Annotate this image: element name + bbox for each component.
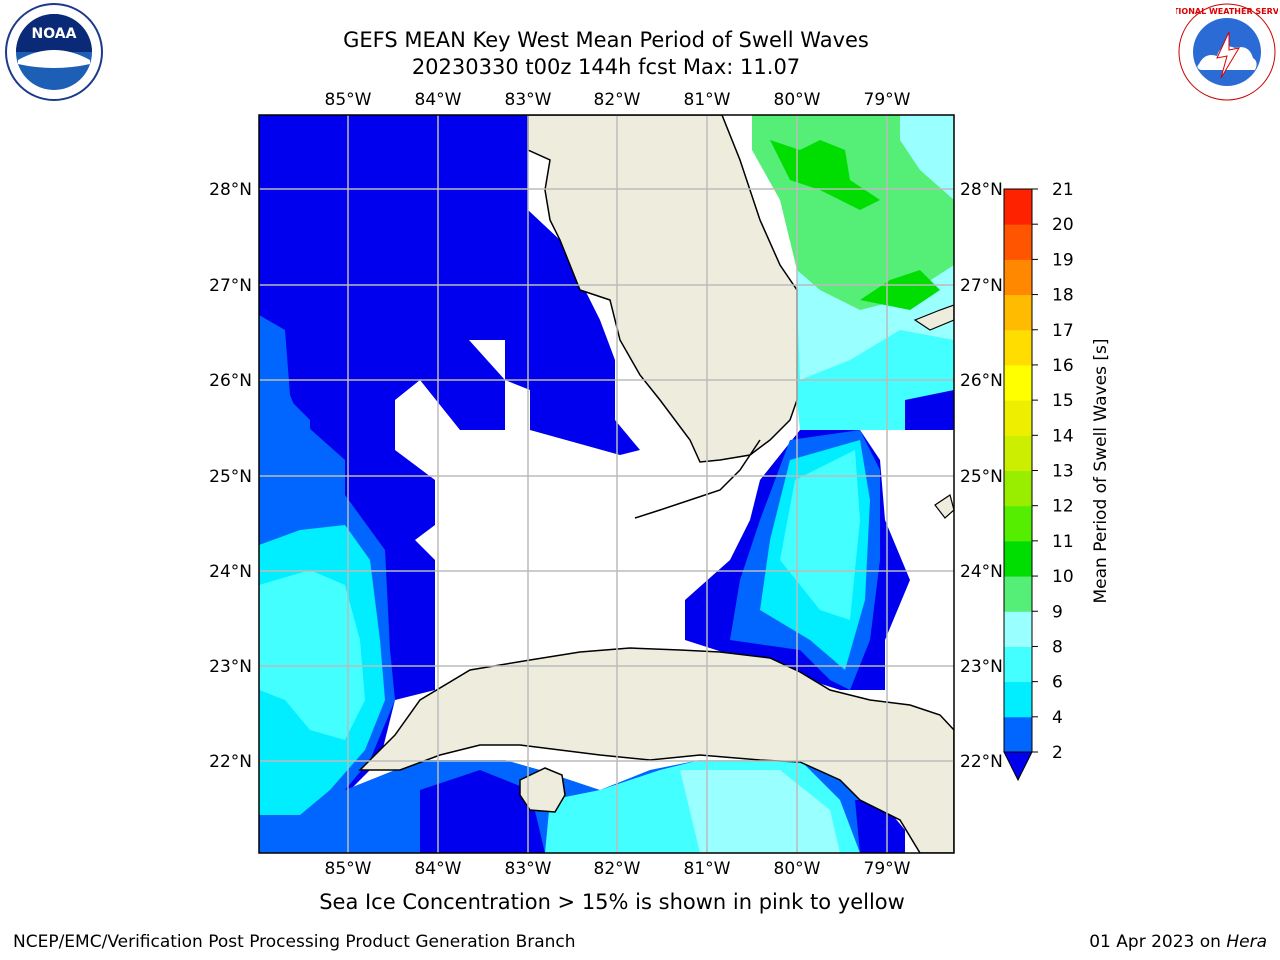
lat-label-left: 27°N (209, 276, 252, 296)
period-6-8-region-west (259, 570, 365, 740)
colorbar-segment (1004, 189, 1032, 225)
period-under-2-region-southeast (855, 800, 905, 853)
map-frame (258, 114, 955, 854)
lon-label-top: 83°W (505, 90, 552, 110)
lat-label-left: 23°N (209, 657, 252, 677)
bahamas-land (913, 304, 954, 331)
colorbar-tick-label: 10 (1052, 567, 1074, 587)
caption: Sea Ice Concentration > 15% is shown in … (319, 890, 905, 914)
nws-logo: NATIONAL WEATHER SERVICE (1176, 3, 1278, 101)
lat-label-left: 25°N (209, 467, 252, 487)
colorbar-segment (1004, 540, 1032, 577)
colorbar-segment (1004, 716, 1032, 753)
chart-subtitle: 20230330 t00z 144h fcst Max: 11.07 (411, 55, 801, 79)
bahamas-land-south (934, 494, 954, 519)
colorbar-tick-label: 11 (1052, 532, 1074, 552)
colorbar-segment (1004, 470, 1032, 507)
colorbar-segment (1004, 435, 1032, 471)
colorbar-tick-label: 8 (1052, 637, 1063, 657)
colorbar-tick-label: 15 (1052, 391, 1074, 411)
map-fields (259, 115, 954, 853)
colorbar: 2 4 6 8 9 10 11 12 13 14 15 16 17 18 19 20 21 (1003, 180, 1074, 782)
colorbar-tick-label: 17 (1052, 321, 1074, 341)
lon-label-bottom: 81°W (684, 859, 731, 879)
lat-label-right: 27°N (960, 276, 1003, 296)
florida-keys-coast (634, 439, 761, 519)
florida-land (527, 115, 798, 463)
lon-label-top: 82°W (594, 90, 641, 110)
period-under-2-region-south (420, 770, 545, 853)
lon-label-bottom: 82°W (594, 859, 641, 879)
period-8-9-region-south (680, 770, 840, 853)
lon-label-top: 79°W (864, 90, 911, 110)
lon-label-bottom: 80°W (774, 859, 821, 879)
colorbar-tick-label: 19 (1052, 250, 1074, 270)
lat-label-right: 28°N (960, 180, 1003, 200)
nws-logo-text: NATIONAL WEATHER SERVICE (1176, 7, 1278, 16)
isla-de-la-juventud-land (519, 767, 566, 813)
colorbar-tick-label: 9 (1052, 602, 1063, 622)
lon-label-bottom: 79°W (864, 859, 911, 879)
footer-branch: NCEP/EMC/Verification Post Processing Pr… (13, 932, 576, 952)
colorbar-tick-label: 13 (1052, 462, 1074, 482)
lon-label-bottom: 85°W (325, 859, 372, 879)
noaa-logo: NOAA (5, 3, 103, 101)
colorbar-tick-label: 21 (1052, 180, 1074, 200)
colorbar-tick-label: 4 (1052, 708, 1063, 728)
colorbar-segment (1004, 681, 1032, 718)
period-10-11-region-atlantic-east (860, 270, 940, 310)
colorbar-segment (1004, 576, 1032, 612)
colorbar-tick-label: 14 (1052, 426, 1074, 446)
lat-labels-right: 28°N 27°N 26°N 25°N 24°N 23°N 22°N (960, 180, 1003, 772)
lon-label-top: 85°W (325, 90, 372, 110)
lon-label-top: 81°W (684, 90, 731, 110)
lat-label-left: 24°N (209, 562, 252, 582)
colorbar-tick-label: 18 (1052, 286, 1074, 306)
colorbar-tick-label: 6 (1052, 673, 1063, 693)
lat-label-left: 28°N (209, 180, 252, 200)
colorbar-under-arrow (1003, 751, 1033, 782)
colorbar-tick-label: 12 (1052, 497, 1074, 517)
lat-labels-left: 28°N 27°N 26°N 25°N 24°N 23°N 22°N (209, 180, 252, 772)
colorbar-segment (1004, 329, 1032, 366)
footer-date: 01 Apr 2023 on Hera (1089, 932, 1267, 952)
lon-labels-top: 85°W 84°W 83°W 82°W 81°W 80°W 79°W (325, 90, 911, 110)
period-8-9-region-atlantic-north (900, 115, 954, 200)
colorbar-segment (1004, 224, 1032, 260)
period-under-2-region-east (905, 390, 954, 430)
lon-labels-bottom: 85°W 84°W 83°W 82°W 81°W 80°W 79°W (325, 859, 911, 879)
colorbar-label: Mean Period of Swell Waves [s] (1091, 339, 1111, 604)
colorbar-segment (1004, 294, 1032, 331)
lon-label-top: 80°W (774, 90, 821, 110)
colorbar-tick-label: 16 (1052, 356, 1074, 376)
colorbar-segment (1004, 646, 1032, 683)
colorbar-segment (1004, 364, 1032, 401)
lat-label-right: 25°N (960, 467, 1003, 487)
lat-label-right: 22°N (960, 752, 1003, 772)
footer-date-text: 01 Apr 2023 on (1089, 932, 1221, 952)
footer-machine: Hera (1226, 932, 1267, 952)
noaa-logo-text: NOAA (32, 26, 77, 42)
period-6-8-region-straits (780, 450, 860, 620)
lat-label-right: 26°N (960, 371, 1003, 391)
colorbar-segment (1004, 611, 1032, 647)
chart-title: GEFS MEAN Key West Mean Period of Swell … (343, 28, 869, 52)
lon-label-top: 84°W (415, 90, 462, 110)
lon-label-bottom: 84°W (415, 859, 462, 879)
map-grid (259, 115, 954, 853)
cuba-land (358, 647, 954, 853)
colorbar-segment (1004, 259, 1032, 296)
period-2-4-region-west-upper (259, 395, 310, 470)
lat-label-left: 26°N (209, 371, 252, 391)
colorbar-segment (1004, 400, 1032, 436)
lat-label-left: 22°N (209, 752, 252, 772)
lat-label-right: 24°N (960, 562, 1003, 582)
colorbar-tick-label: 20 (1052, 215, 1074, 235)
lon-label-bottom: 83°W (505, 859, 552, 879)
colorbar-segment (1004, 505, 1032, 542)
colorbar-tick-label: 2 (1052, 743, 1063, 763)
lat-label-right: 23°N (960, 657, 1003, 677)
